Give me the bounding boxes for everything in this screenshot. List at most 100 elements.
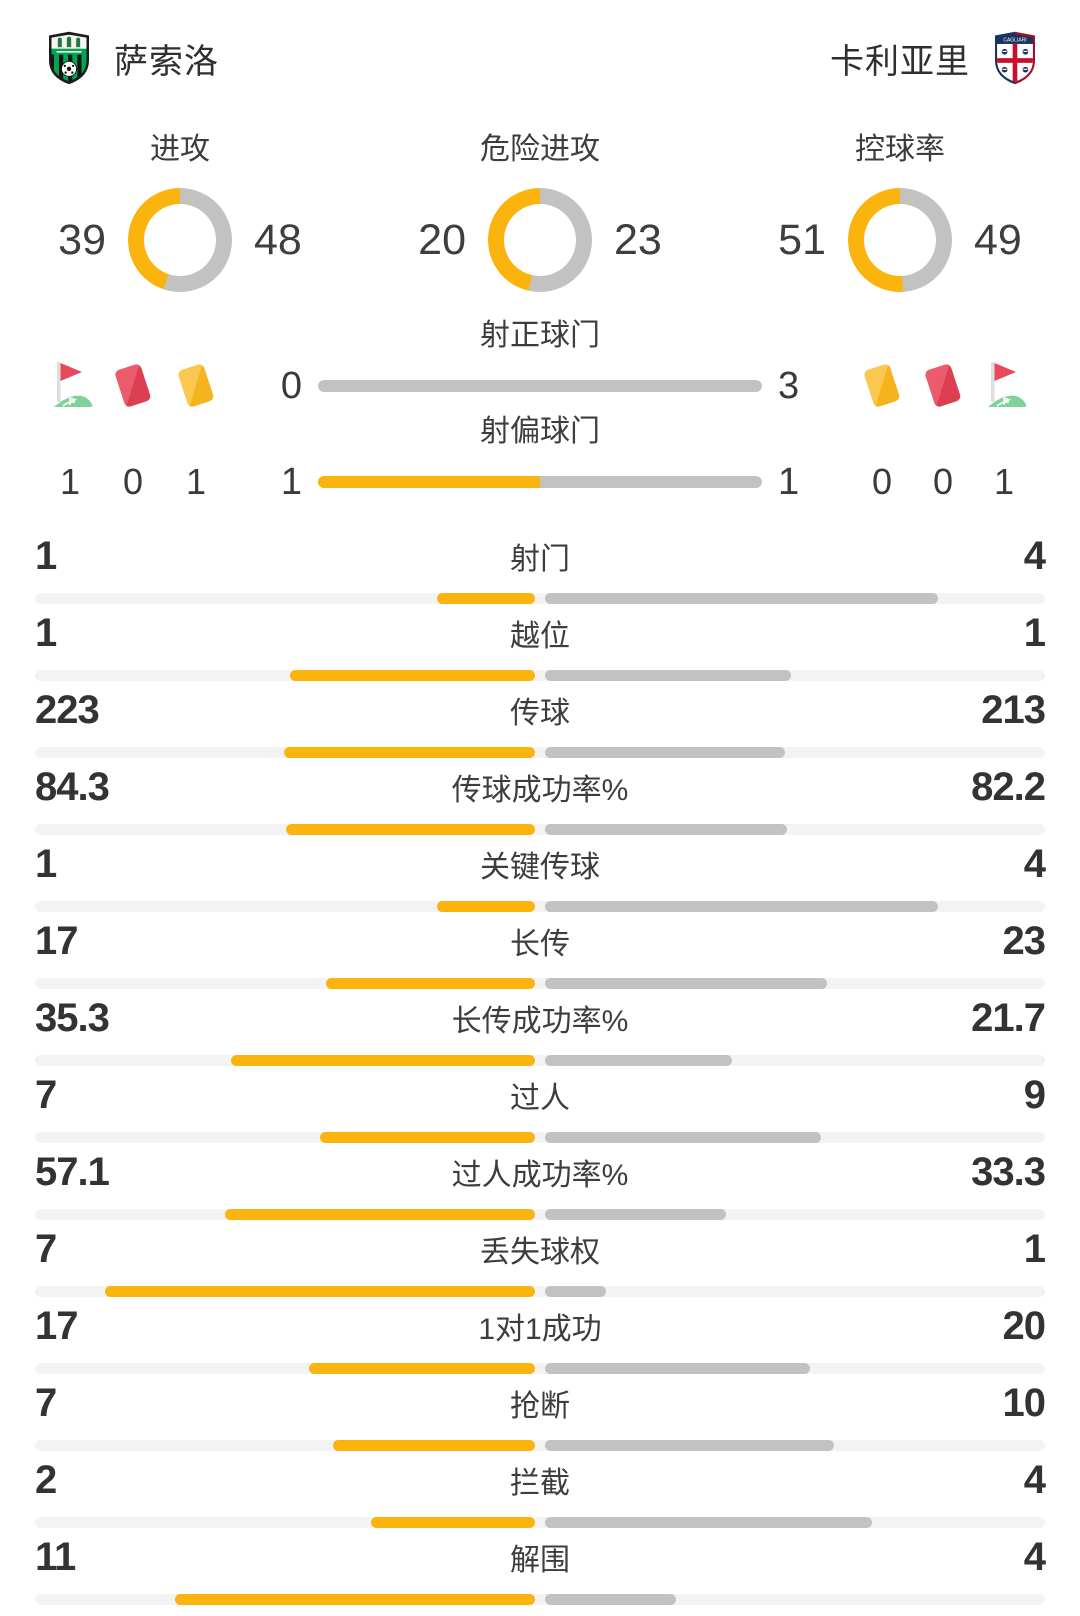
shots-on-target-label: 射正球门 <box>480 319 600 352</box>
stat-bar-track <box>35 747 1045 758</box>
stat-label: 过人成功率% <box>451 1159 629 1192</box>
home-bar-segment <box>318 476 540 488</box>
donut-chart: 控球率 51 49 <box>720 124 1080 292</box>
stat-home-value: 84.3 <box>35 765 110 809</box>
away-stat-bar <box>545 978 828 989</box>
stat-away-value: 33.3 <box>971 1150 1046 1194</box>
away-discipline-icons <box>830 360 1080 412</box>
sassuolo-crest-icon <box>49 31 89 85</box>
away-stat-bar <box>545 1286 607 1297</box>
stat-label: 长传 <box>510 928 570 961</box>
donut-home-value: 39 <box>58 215 106 264</box>
svg-text:CAGLIARI: CAGLIARI <box>1003 37 1026 43</box>
stat-bar-track <box>35 1363 1045 1374</box>
stat-row: 35.3 长传成功率% 21.7 <box>0 996 1080 1066</box>
stat-bar-track <box>35 1209 1045 1220</box>
away-stat-bar <box>545 1363 811 1374</box>
away-team: 卡利亚里 CAGLIARI <box>830 30 1040 86</box>
donut-charts: 进攻 39 48 危险进攻 20 23 控球率 51 49 <box>0 124 1080 292</box>
home-stat-bar <box>326 978 535 989</box>
stat-bar-track <box>35 1517 1045 1528</box>
stat-row: 223 传球 213 <box>0 688 1080 758</box>
stat-away-value: 82.2 <box>971 765 1046 809</box>
stat-label: 拦截 <box>510 1467 570 1500</box>
away-stat-bar <box>545 1209 726 1220</box>
home-corners-count: 1 <box>59 461 81 502</box>
stat-row: 1 关键传球 4 <box>0 842 1080 912</box>
stat-row: 11 解围 4 <box>0 1535 1080 1605</box>
stat-away-value: 4 <box>1023 534 1046 578</box>
shots-on-target-away-value: 3 <box>778 364 800 407</box>
home-team-name: 萨索洛 <box>114 42 219 81</box>
donut-chart: 危险进攻 20 23 <box>360 124 720 292</box>
donut-hole <box>864 204 936 276</box>
yellow-card-icon <box>178 364 214 407</box>
corner-flag-icon <box>54 362 93 407</box>
stat-away-value: 4 <box>1023 1535 1046 1579</box>
stat-home-value: 1 <box>35 534 57 578</box>
away-stat-bar <box>545 1594 676 1605</box>
away-bar-segment <box>318 380 762 392</box>
stat-label: 长传成功率% <box>451 1005 629 1038</box>
away-stat-bar <box>545 824 788 835</box>
stat-label: 关键传球 <box>480 851 600 884</box>
stat-away-value: 1 <box>1023 611 1046 655</box>
stat-row: 2 拦截 4 <box>0 1458 1080 1528</box>
donut-away-value: 23 <box>614 215 662 264</box>
stat-row: 7 丢失球权 1 <box>0 1227 1080 1297</box>
stat-row: 17 1对1成功 20 <box>0 1304 1080 1374</box>
home-discipline-counts: 1 0 1 <box>0 461 250 503</box>
stat-home-value: 17 <box>35 919 79 963</box>
stat-label: 射门 <box>510 543 570 576</box>
stat-row: 7 抢断 10 <box>0 1381 1080 1451</box>
away-team-name: 卡利亚里 <box>830 42 970 81</box>
home-yellow-cards-count: 1 <box>185 461 207 502</box>
stat-away-value: 23 <box>1002 919 1047 963</box>
donut-title: 控球率 <box>855 133 945 166</box>
stat-label: 1对1成功 <box>478 1313 602 1346</box>
shots-off-target-bar <box>318 476 762 488</box>
away-stat-bar <box>545 1055 732 1066</box>
away-stat-bar <box>545 901 938 912</box>
shots-section: 射正球门 射偏球门 0 3 <box>0 314 1080 508</box>
donut-title: 进攻 <box>150 133 210 166</box>
home-stat-bar <box>283 747 535 758</box>
stat-bar-track <box>35 1055 1045 1066</box>
stat-bar-track <box>35 670 1045 681</box>
shots-off-target-away-value: 1 <box>778 460 800 503</box>
stat-label: 过人 <box>510 1082 570 1115</box>
stat-label: 越位 <box>510 620 570 653</box>
shots-off-target-home-value: 1 <box>280 460 302 503</box>
home-stat-bar <box>230 1055 535 1066</box>
stat-row: 7 过人 9 <box>0 1073 1080 1143</box>
stat-label: 解围 <box>510 1544 570 1577</box>
donut-ring <box>128 188 232 292</box>
stat-row: 17 长传 23 <box>0 919 1080 989</box>
away-red-cards-count: 0 <box>932 461 954 502</box>
away-stat-bar <box>545 747 785 758</box>
donut-home-value: 20 <box>418 215 466 264</box>
stat-away-value: 213 <box>981 688 1046 732</box>
stat-away-value: 4 <box>1023 842 1046 886</box>
home-stat-bar <box>436 593 535 604</box>
cagliari-crest-icon: CAGLIARI <box>995 31 1035 85</box>
red-card-icon <box>925 364 961 407</box>
stat-away-value: 9 <box>1023 1073 1046 1117</box>
stat-bar-track <box>35 1440 1045 1451</box>
shots-off-target-label: 射偏球门 <box>480 415 600 448</box>
stat-home-value: 57.1 <box>35 1150 110 1194</box>
donut-away-value: 48 <box>254 215 302 264</box>
stat-home-value: 7 <box>35 1227 57 1271</box>
home-stat-bar <box>332 1440 535 1451</box>
stat-label: 传球成功率% <box>451 774 629 807</box>
yellow-card-icon <box>864 364 900 407</box>
home-stat-bar <box>174 1594 535 1605</box>
stat-home-value: 1 <box>35 611 57 655</box>
stat-label: 传球 <box>510 697 570 730</box>
home-stat-bar <box>286 824 535 835</box>
stats-list: 1 射门 4 1 越位 1 223 传球 <box>0 534 1080 1605</box>
stat-bar-track <box>35 824 1045 835</box>
home-stat-bar <box>224 1209 535 1220</box>
home-stat-bar <box>320 1132 535 1143</box>
